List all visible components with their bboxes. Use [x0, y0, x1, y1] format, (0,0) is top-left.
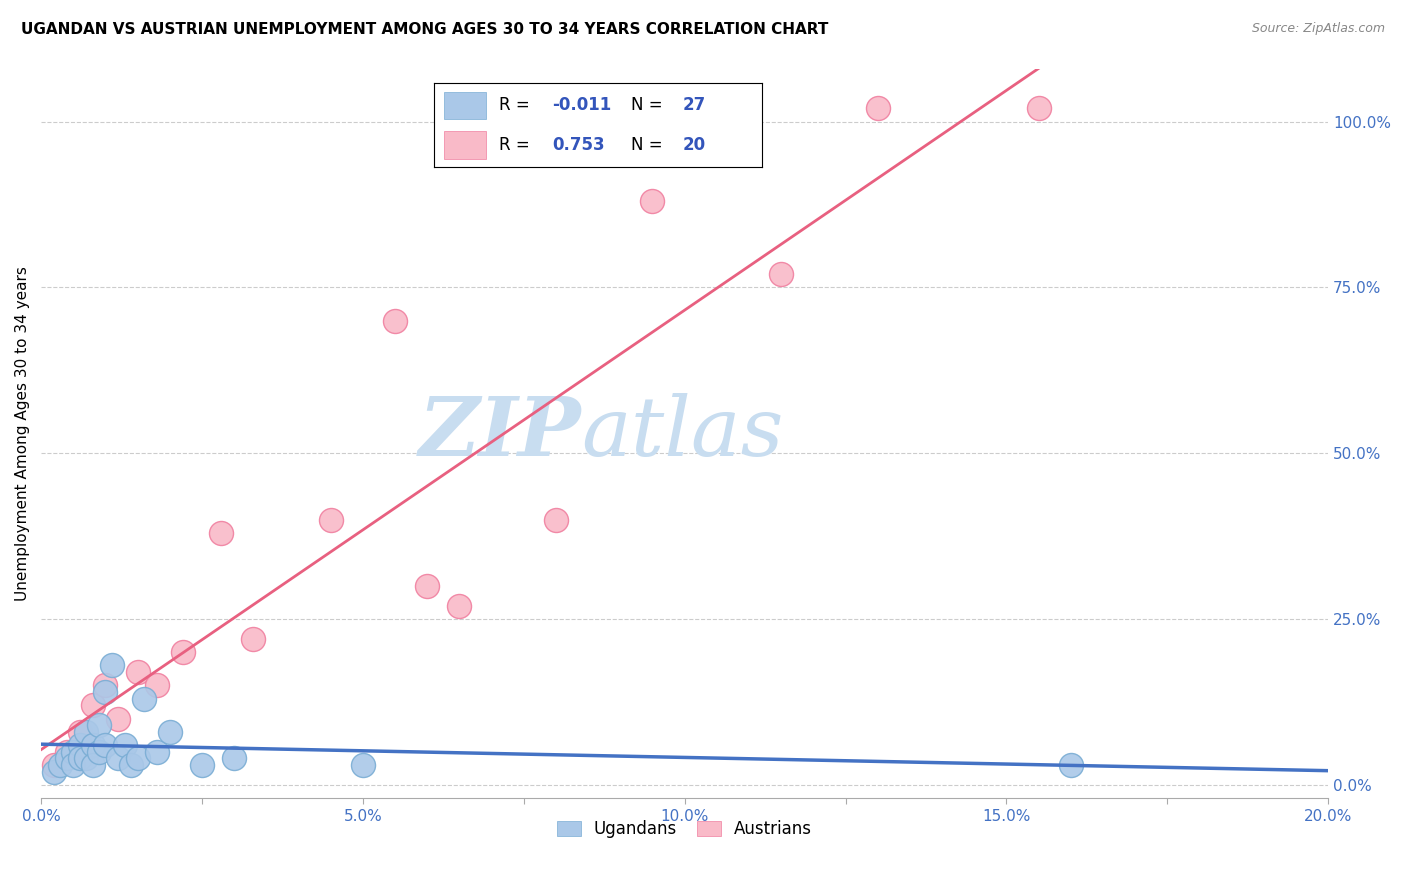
- Point: [242, 632, 264, 646]
- Point: [1028, 101, 1050, 115]
- Point: [82, 758, 104, 772]
- Point: [82, 738, 104, 752]
- Text: Source: ZipAtlas.com: Source: ZipAtlas.com: [1251, 22, 1385, 36]
- Point: [62, 745, 84, 759]
- Point: [159, 724, 181, 739]
- Point: [69, 738, 91, 752]
- Point: [544, 512, 567, 526]
- Point: [56, 745, 79, 759]
- Point: [224, 751, 246, 765]
- Y-axis label: Unemployment Among Ages 30 to 34 years: Unemployment Among Ages 30 to 34 years: [15, 266, 30, 601]
- Point: [866, 101, 889, 115]
- Point: [132, 691, 155, 706]
- Text: ZIP: ZIP: [419, 393, 582, 474]
- Point: [172, 645, 194, 659]
- Point: [352, 758, 374, 772]
- Point: [56, 751, 79, 765]
- Point: [209, 525, 232, 540]
- Point: [641, 194, 664, 209]
- Point: [114, 738, 136, 752]
- Point: [770, 267, 793, 281]
- Point: [94, 678, 117, 692]
- Point: [127, 665, 149, 679]
- Point: [87, 718, 110, 732]
- Point: [127, 751, 149, 765]
- Point: [75, 724, 97, 739]
- Point: [49, 758, 72, 772]
- Point: [94, 685, 117, 699]
- Point: [146, 678, 169, 692]
- Point: [107, 751, 129, 765]
- Point: [62, 758, 84, 772]
- Point: [384, 313, 406, 327]
- Point: [75, 751, 97, 765]
- Point: [107, 712, 129, 726]
- Point: [120, 758, 142, 772]
- Point: [42, 764, 65, 779]
- Point: [94, 738, 117, 752]
- Point: [42, 758, 65, 772]
- Point: [319, 512, 342, 526]
- Point: [69, 751, 91, 765]
- Point: [101, 658, 124, 673]
- Point: [146, 745, 169, 759]
- Legend: Ugandans, Austrians: Ugandans, Austrians: [551, 814, 818, 845]
- Text: UGANDAN VS AUSTRIAN UNEMPLOYMENT AMONG AGES 30 TO 34 YEARS CORRELATION CHART: UGANDAN VS AUSTRIAN UNEMPLOYMENT AMONG A…: [21, 22, 828, 37]
- Point: [416, 579, 439, 593]
- Point: [87, 745, 110, 759]
- Point: [82, 698, 104, 713]
- Point: [1060, 758, 1083, 772]
- Point: [69, 724, 91, 739]
- Point: [449, 599, 471, 613]
- Point: [191, 758, 214, 772]
- Text: atlas: atlas: [582, 393, 785, 474]
